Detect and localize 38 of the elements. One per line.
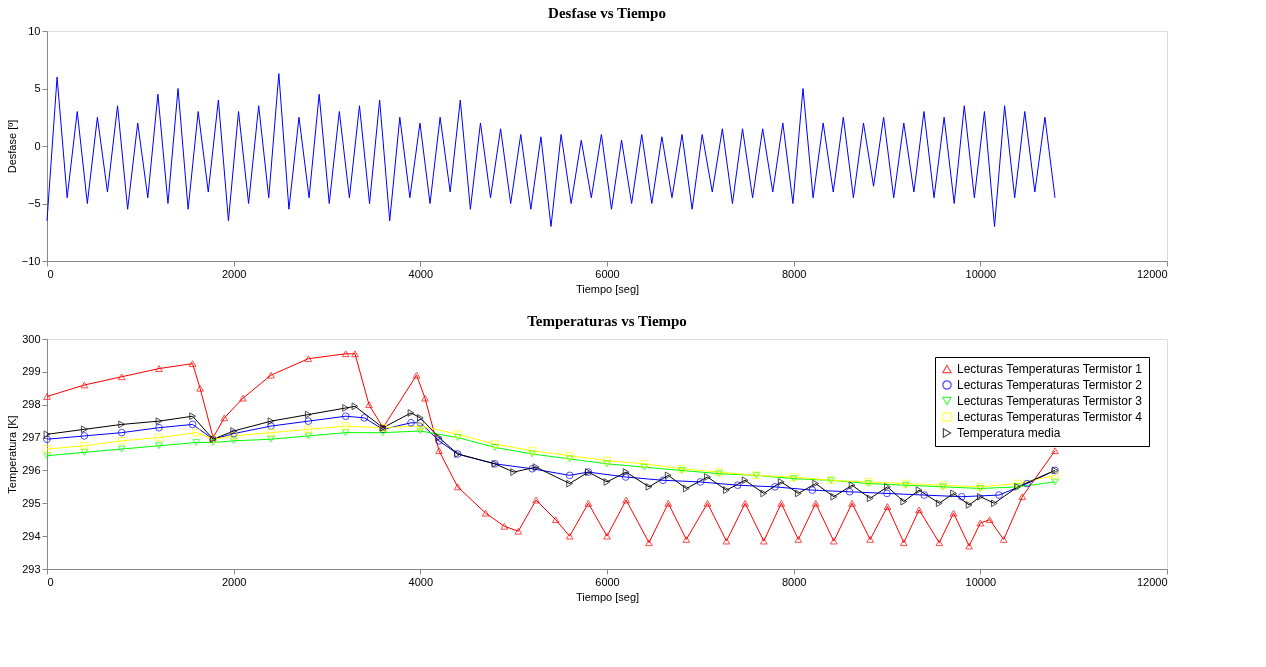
x-tick-label: 4000 [408, 267, 434, 280]
chart-title: Temperaturas vs Tiempo [527, 313, 687, 329]
chart-title: Desfase vs Tiempo [548, 5, 666, 21]
y-axis-title: Desfase [º] [5, 119, 18, 174]
y-tick-label: 298 [22, 398, 41, 411]
legend-label: Lecturas Temperaturas Termistor 1 [957, 362, 1143, 376]
x-axis-title: Tiempo [seg] [575, 282, 640, 295]
x-tick-label: 6000 [595, 267, 620, 280]
legend-label: Lecturas Temperaturas Termistor 3 [957, 394, 1143, 408]
x-tick-label: 10000 [965, 575, 997, 588]
y-tick-label: 293 [22, 562, 41, 575]
x-tick-label: 4000 [408, 575, 434, 588]
y-tick-label: 300 [22, 332, 41, 345]
x-tick-label: 10000 [965, 267, 997, 280]
y-tick-label: 294 [22, 529, 41, 542]
y-tick-label: 299 [22, 365, 41, 378]
y-tick-label: −10 [21, 254, 41, 267]
x-axis-title: Tiempo [seg] [575, 590, 640, 603]
x-tick-label: 8000 [781, 575, 807, 588]
y-tick-label: 0 [34, 139, 41, 152]
x-tick-label: 2000 [221, 267, 247, 280]
legend-label: Temperatura media [957, 426, 1061, 440]
y-tick-label: 297 [22, 431, 41, 444]
x-tick-label: 6000 [595, 575, 620, 588]
y-tick-label: 296 [22, 463, 41, 476]
x-tick-label: 0 [47, 575, 54, 588]
x-tick-label: 0 [47, 267, 54, 280]
y-tick-label: −5 [27, 197, 41, 209]
legend-label: Lecturas Temperaturas Termistor 2 [957, 378, 1143, 392]
y-tick-label: 10 [28, 24, 41, 37]
x-tick-label: 8000 [781, 267, 807, 280]
legend-label: Lecturas Temperaturas Termistor 4 [957, 410, 1143, 424]
y-tick-label: 295 [22, 496, 41, 509]
x-tick-label: 12000 [1136, 575, 1168, 588]
y-axis-title: Temperatura [K] [6, 415, 19, 494]
y-tick-label: 5 [34, 82, 41, 94]
x-tick-label: 12000 [1136, 267, 1168, 280]
x-tick-label: 2000 [221, 575, 247, 588]
